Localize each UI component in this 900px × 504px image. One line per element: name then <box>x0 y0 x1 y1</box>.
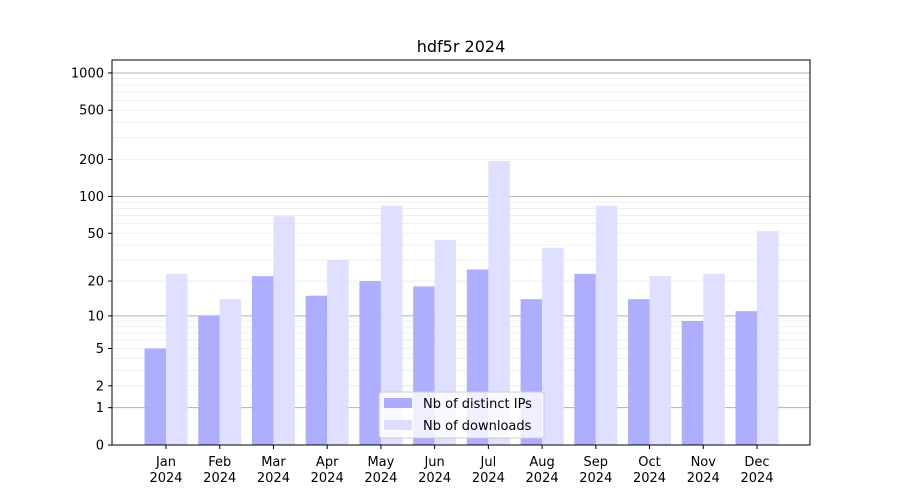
y-tick-label: 5 <box>96 342 104 357</box>
x-tick-label: 2024 <box>311 471 344 486</box>
bar-downloads <box>595 205 618 445</box>
y-tick-label: 0 <box>96 439 104 454</box>
bar-distinct-ips <box>359 281 381 445</box>
x-tick-label: Apr <box>316 455 339 470</box>
x-tick-label: 2024 <box>149 471 182 486</box>
bar-distinct-ips <box>574 273 596 445</box>
x-tick-label: 2024 <box>579 471 612 486</box>
x-tick-label: Jul <box>480 455 497 470</box>
x-tick-label: 2024 <box>633 471 666 486</box>
bar-downloads <box>703 273 725 445</box>
x-tick-label: 2024 <box>526 471 559 486</box>
legend-box <box>378 391 545 439</box>
bar-downloads <box>380 205 403 445</box>
x-axis: Jan2024Feb2024Mar2024Apr2024May2024Jun20… <box>149 445 774 486</box>
x-tick-label: Jan <box>155 455 176 470</box>
y-tick-label: 20 <box>87 275 104 290</box>
bar-distinct-ips <box>305 295 328 445</box>
bar-downloads <box>166 273 188 445</box>
y-tick-label: 100 <box>79 190 104 205</box>
x-tick-label: 2024 <box>740 471 773 486</box>
bar-distinct-ips <box>628 299 650 445</box>
x-tick-label: Oct <box>638 455 660 470</box>
bars <box>144 161 779 445</box>
x-tick-label: 2024 <box>203 471 236 486</box>
bar-downloads <box>327 260 349 445</box>
y-tick-label: 1000 <box>71 66 104 81</box>
y-axis: 0 1 2 5 10 20 50 100 200 500 1000 <box>71 66 112 454</box>
x-tick-label: 2024 <box>418 471 451 486</box>
bar-distinct-ips <box>144 348 166 445</box>
bar-distinct-ips <box>251 276 274 445</box>
bar-downloads <box>757 231 779 445</box>
bar-downloads <box>219 299 242 445</box>
legend: Nb of distinct IPs Nb of downloads <box>378 391 545 439</box>
y-tick-label: 10 <box>87 309 104 324</box>
y-tick-label: 2 <box>96 379 104 394</box>
chart-title: hdf5r 2024 <box>417 37 506 56</box>
bar-distinct-ips <box>681 321 704 445</box>
bar-distinct-ips <box>198 315 220 445</box>
x-tick-label: Jun <box>423 455 444 470</box>
x-tick-label: Dec <box>744 455 769 470</box>
legend-label-downloads: Nb of downloads <box>423 419 532 434</box>
bar-downloads <box>542 247 564 445</box>
x-tick-label: 2024 <box>257 471 290 486</box>
y-tick-label: 500 <box>79 104 104 119</box>
y-tick-label: 1 <box>96 401 104 416</box>
bar-downloads <box>273 216 295 445</box>
x-tick-label: Aug <box>529 455 554 470</box>
legend-swatch-ips <box>384 398 412 408</box>
axes-frame <box>111 59 811 446</box>
x-tick-label: May <box>367 455 394 470</box>
bar-downloads <box>649 276 672 445</box>
bar-distinct-ips <box>735 311 757 445</box>
x-tick-label: 2024 <box>472 471 505 486</box>
y-tick-label: 200 <box>79 153 104 168</box>
bar-downloads <box>488 161 510 445</box>
legend-swatch-downloads <box>384 420 412 430</box>
x-tick-label: Sep <box>584 455 609 470</box>
y-tick-label: 50 <box>87 227 104 242</box>
x-tick-label: 2024 <box>687 471 720 486</box>
x-tick-label: 2024 <box>364 471 397 486</box>
x-tick-label: Feb <box>208 455 231 470</box>
x-tick-label: Nov <box>691 455 717 470</box>
legend-label-ips: Nb of distinct IPs <box>423 397 532 412</box>
x-tick-label: Mar <box>261 455 286 470</box>
